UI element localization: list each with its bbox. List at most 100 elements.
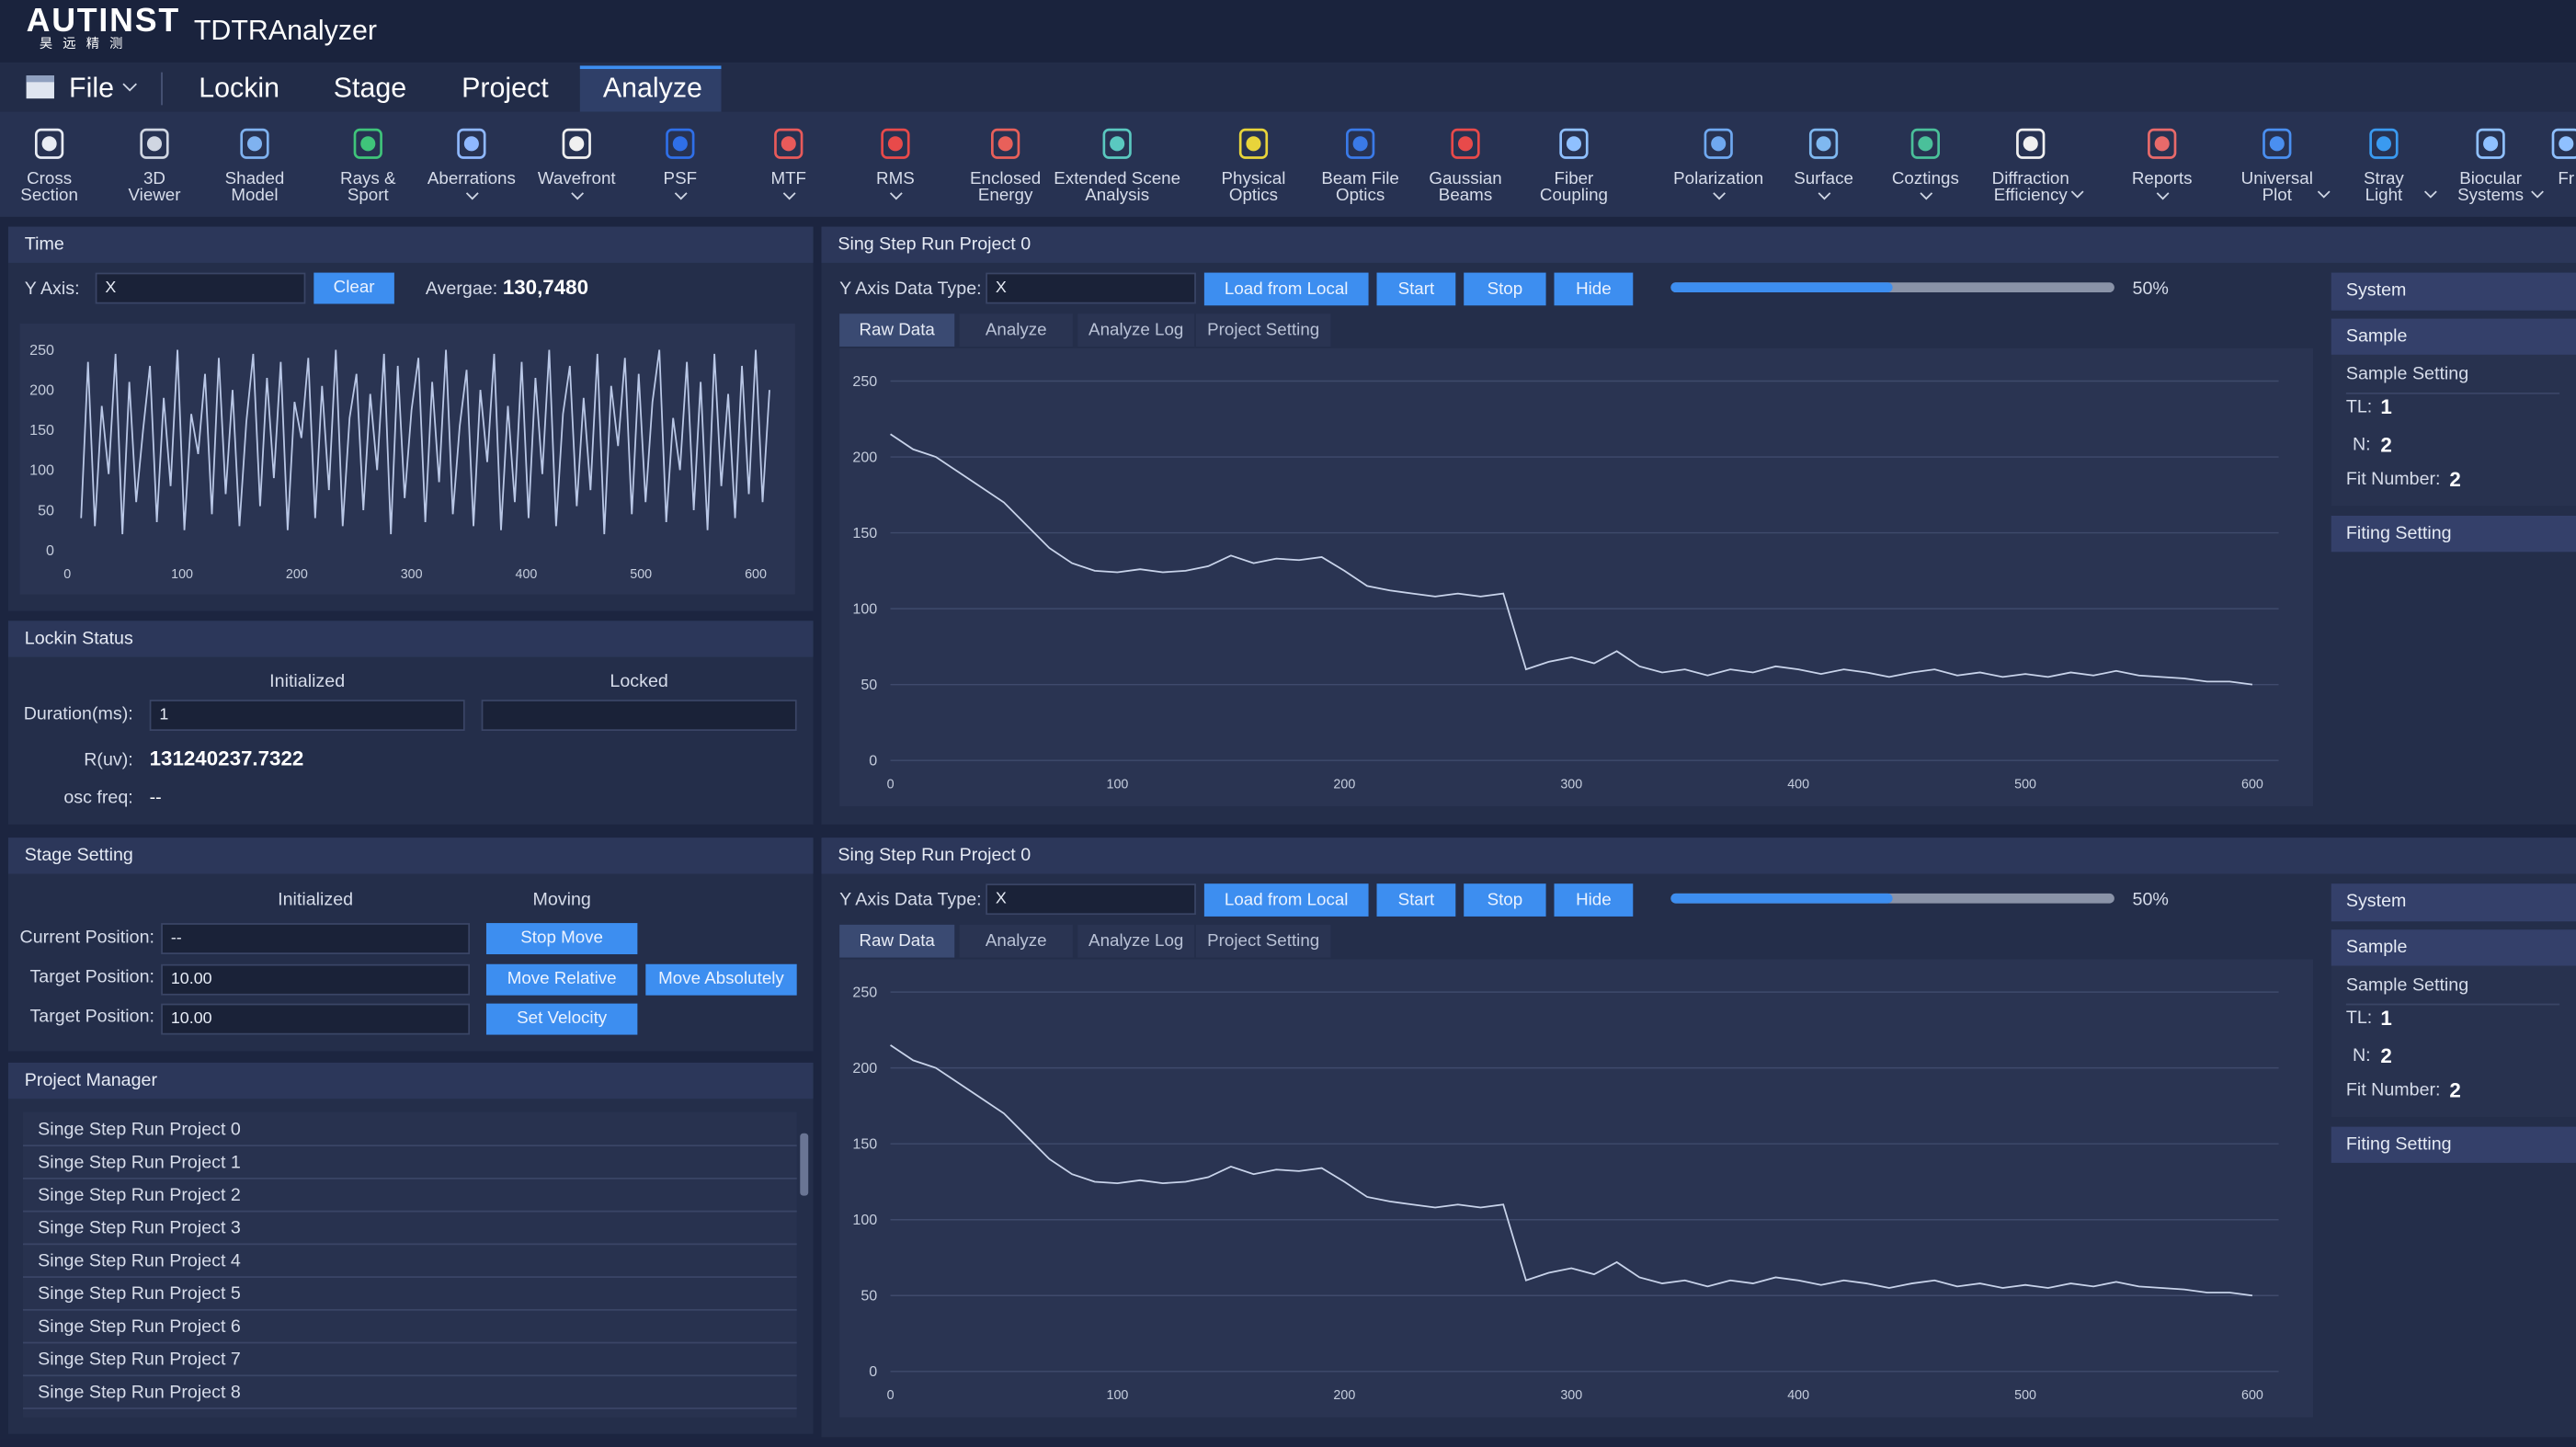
menu-active (579, 65, 722, 112)
icon-shape (1559, 128, 1589, 159)
list-item[interactable]: Singe Step Run Project 6 (38, 1316, 241, 1338)
button[interactable]: Stop (1464, 883, 1546, 917)
button[interactable]: Start (1376, 883, 1456, 917)
button[interactable]: Load from Local (1203, 883, 1369, 917)
input[interactable]: X (95, 272, 306, 304)
tool-label[interactable]: Optics (1228, 185, 1279, 206)
tool-icon (1345, 128, 1375, 159)
button[interactable]: Clear (313, 272, 394, 304)
list-item[interactable]: Singe Step Run Project 2 (38, 1185, 241, 1206)
tool-label[interactable]: Section (20, 185, 78, 206)
tool-label[interactable]: Reports (2131, 169, 2193, 189)
tool-label[interactable]: Physical (1221, 169, 1286, 189)
list-item[interactable]: Singe Step Run Project 0 (38, 1120, 241, 1140)
menu-item[interactable]: Project (462, 72, 549, 104)
input[interactable]: X (986, 883, 1196, 916)
tool-label[interactable]: Surface (1794, 169, 1853, 189)
tool-label[interactable]: Extended Scene (1054, 169, 1181, 189)
icon-shape (2016, 128, 2046, 159)
tool-label[interactable]: Model (231, 185, 279, 206)
menu-file[interactable]: File (69, 72, 115, 104)
data-line (890, 1044, 2253, 1297)
tool-label[interactable]: Shaded (224, 169, 285, 189)
input[interactable] (481, 700, 797, 732)
side-header[interactable]: Fiting Setting (2331, 1126, 2576, 1163)
row-divider (23, 1341, 797, 1344)
tool-label[interactable]: Viewer (128, 185, 181, 206)
tool-label[interactable]: Polarization (1673, 169, 1764, 189)
list-item[interactable]: Singe Step Run Project 5 (38, 1284, 241, 1305)
tab[interactable]: Project Setting (1195, 924, 1331, 958)
tool-label[interactable]: Aberrations (427, 169, 516, 189)
menu-item[interactable]: Lockin (199, 72, 280, 104)
tool-label[interactable]: Universal (2240, 169, 2313, 189)
tool-label[interactable]: Biocular (2459, 169, 2522, 189)
list-item[interactable]: Singe Step Run Project 4 (38, 1251, 241, 1271)
chevron (2423, 190, 2437, 199)
tab[interactable]: Analyze Log (1077, 313, 1195, 347)
tool-label[interactable]: Efficiency (1993, 185, 2068, 206)
list-item[interactable]: Singe Step Run Project 3 (38, 1218, 241, 1239)
tool-label[interactable]: Rays & (340, 169, 396, 189)
list-item[interactable]: Singe Step Run Project 8 (38, 1383, 241, 1403)
side-header[interactable]: Sample (2331, 929, 2576, 966)
tab[interactable]: Raw Data (839, 313, 955, 347)
button[interactable]: Move Relative (485, 963, 638, 996)
button[interactable]: Hide (1554, 272, 1634, 306)
tool-label[interactable]: Fr (2558, 169, 2575, 189)
tool-label[interactable]: Sport (347, 185, 389, 206)
menu-item[interactable]: Analyze (602, 72, 702, 104)
tab[interactable]: Raw Data (839, 924, 955, 958)
side-header[interactable]: Fiting Setting (2331, 515, 2576, 553)
tool-label[interactable]: Plot (2262, 185, 2292, 206)
tool-label[interactable]: Coupling (1539, 185, 1608, 206)
tool-label[interactable]: Coztings (1891, 169, 1959, 189)
tool-label[interactable]: 3D (142, 169, 165, 189)
side-header[interactable]: System (2331, 883, 2576, 922)
tab[interactable]: Project Setting (1195, 313, 1331, 347)
tool-label[interactable]: Light (2365, 185, 2403, 206)
icon-shape (672, 136, 688, 152)
list-item[interactable]: Singe Step Run Project 1 (38, 1153, 241, 1173)
tool-label[interactable]: PSF (663, 169, 698, 189)
tool-label[interactable]: Systems (2457, 185, 2525, 206)
tool-label[interactable]: MTF (770, 169, 807, 189)
chevron (1920, 192, 1933, 200)
tool-label[interactable]: Analysis (1085, 185, 1150, 206)
tool-label[interactable]: RMS (876, 169, 915, 189)
button[interactable]: Stop Move (485, 923, 638, 955)
label: osc freq: (63, 788, 133, 809)
tool-label[interactable]: Optics (1336, 185, 1385, 206)
button[interactable]: Hide (1554, 883, 1634, 917)
x-tick-label: 500 (2014, 778, 2036, 792)
x-tick-label: 500 (630, 567, 652, 582)
input[interactable]: 10.00 (161, 1003, 471, 1035)
button[interactable]: Stop (1464, 272, 1546, 306)
input[interactable]: -- (161, 923, 471, 955)
tab[interactable]: Analyze Log (1077, 924, 1195, 958)
button[interactable]: Set Velocity (485, 1003, 638, 1035)
tab[interactable]: Analyze (959, 924, 1073, 958)
tool-label[interactable]: Diffraction (1991, 169, 2069, 189)
tool-label[interactable]: Gaussian (1429, 169, 1502, 189)
tool-label[interactable]: Stray (2364, 169, 2404, 189)
side-header[interactable]: System (2331, 272, 2576, 311)
button[interactable]: Move Absolutely (645, 963, 797, 996)
input[interactable]: X (986, 272, 1196, 304)
button[interactable]: Start (1376, 272, 1456, 306)
tool-label[interactable]: Cross (27, 169, 73, 189)
tool-label[interactable]: Beam File (1321, 169, 1399, 189)
tab[interactable]: Analyze (959, 313, 1073, 347)
input[interactable]: 10.00 (161, 963, 471, 996)
tool-label[interactable]: Fiber (1554, 169, 1594, 189)
tool-label[interactable]: Wavefront (537, 169, 616, 189)
y-tick-label: 200 (852, 449, 877, 465)
list-item[interactable]: Singe Step Run Project 7 (38, 1350, 241, 1371)
button[interactable]: Load from Local (1203, 272, 1369, 306)
side-header[interactable]: Sample (2331, 318, 2576, 355)
tool-label[interactable]: Beams (1438, 185, 1493, 206)
tool-label[interactable]: Energy (977, 185, 1033, 206)
tool-label[interactable]: Enclosed (970, 169, 1042, 189)
menu-item[interactable]: Stage (333, 72, 407, 104)
input[interactable]: 1 (149, 700, 465, 732)
